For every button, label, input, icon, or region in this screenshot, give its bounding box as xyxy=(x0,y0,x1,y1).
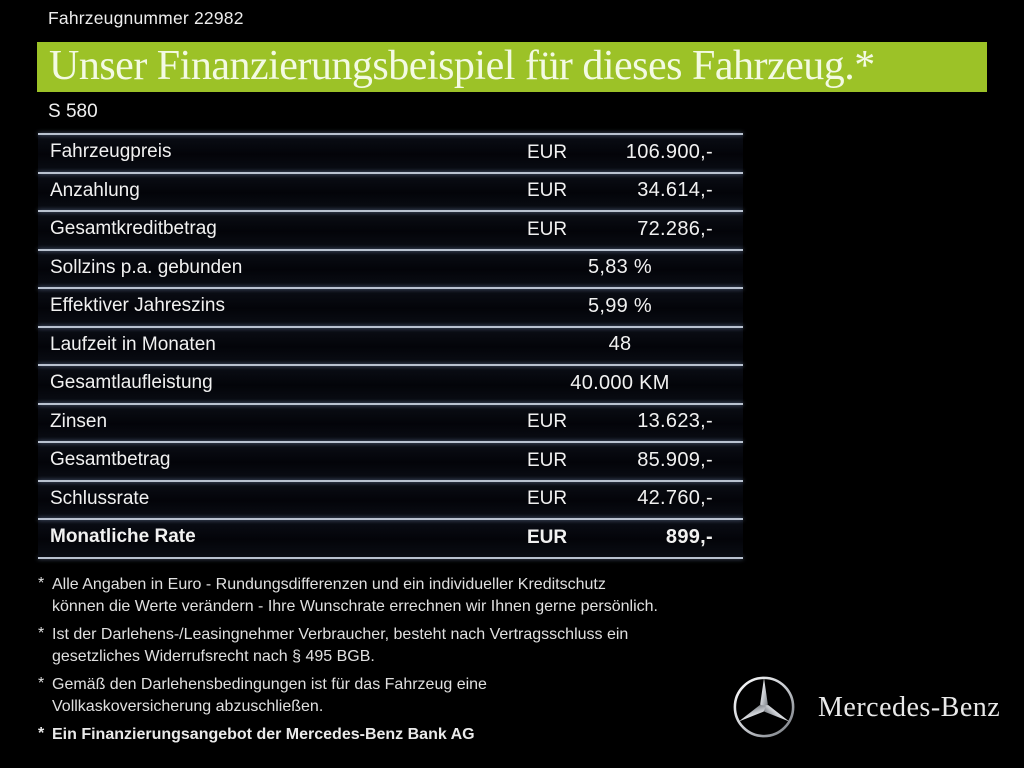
banner-title: Unser Finanzierungsbeispiel für dieses F… xyxy=(49,43,875,89)
row-label: Laufzeit in Monaten xyxy=(50,333,216,355)
currency-label: EUR xyxy=(527,449,568,471)
asterisk-marker: * xyxy=(38,675,45,692)
finance-table: Fahrzeugpreis EUR 106.900,- Anzahlung EU… xyxy=(38,133,743,559)
table-row: Anzahlung EUR 34.614,- xyxy=(38,171,743,210)
row-value: 72.286,- xyxy=(637,217,713,240)
row-label: Fahrzeugpreis xyxy=(50,141,172,163)
row-value: 42.760,- xyxy=(637,487,713,510)
footnote-item: * Gemäß den Darlehensbedingungen ist für… xyxy=(38,674,738,717)
footnote-text: Ist der Darlehens-/Leasingnehmer Verbrau… xyxy=(52,626,629,665)
row-value-area: EUR 106.900,- xyxy=(527,141,713,164)
footnotes: * Alle Angaben in Euro - Rundungsdiffere… xyxy=(38,574,738,753)
row-value-area: 48 xyxy=(527,333,713,356)
footnote-item: * Alle Angaben in Euro - Rundungsdiffere… xyxy=(38,574,738,617)
row-label: Effektiver Jahreszins xyxy=(50,295,225,317)
brand-wordmark: Mercedes-Benz xyxy=(818,692,1001,723)
row-value: 85.909,- xyxy=(637,448,713,471)
footnote-text: Alle Angaben in Euro - Rundungsdifferenz… xyxy=(52,576,658,615)
row-value-area: EUR 13.623,- xyxy=(527,410,713,433)
table-row: Monatliche Rate EUR 899,- xyxy=(38,518,743,557)
mercedes-star-icon xyxy=(733,676,795,738)
footnote-text: Ein Finanzierungsangebot der Mercedes-Be… xyxy=(52,726,475,743)
table-row: Fahrzeugpreis EUR 106.900,- xyxy=(38,133,743,172)
row-value: 106.900,- xyxy=(625,140,713,163)
row-value-area: EUR 34.614,- xyxy=(527,179,713,202)
currency-label: EUR xyxy=(527,141,568,163)
row-value-area: EUR 72.286,- xyxy=(527,218,713,241)
row-label: Gesamtkreditbetrag xyxy=(50,218,217,240)
row-value-area: EUR 42.760,- xyxy=(527,487,713,510)
row-value: 5,83 % xyxy=(587,256,653,279)
row-label: Sollzins p.a. gebunden xyxy=(50,256,243,278)
row-label: Schlussrate xyxy=(50,487,150,509)
row-value-area: 40.000 KM xyxy=(527,372,713,395)
table-row: Gesamtbetrag EUR 85.909,- xyxy=(38,441,743,480)
row-value-area: EUR 899,- xyxy=(527,526,713,549)
table-row: Gesamtlaufleistung 40.000 KM xyxy=(38,364,743,403)
vehicle-number: Fahrzeugnummer 22982 xyxy=(48,8,244,28)
table-row: Schlussrate EUR 42.760,- xyxy=(38,479,743,518)
row-value-area: 5,99 % xyxy=(527,295,713,318)
table-row: Gesamtkreditbetrag EUR 72.286,- xyxy=(38,210,743,249)
model-name: S 580 xyxy=(48,101,98,122)
table-row: Zinsen EUR 13.623,- xyxy=(38,402,743,441)
footnote-text: Gemäß den Darlehensbedingungen ist für d… xyxy=(52,676,487,715)
row-label: Anzahlung xyxy=(50,179,140,201)
row-label: Monatliche Rate xyxy=(50,526,196,548)
footnote-item: * Ein Finanzierungsangebot der Mercedes-… xyxy=(38,724,738,746)
row-value: 48 xyxy=(608,333,632,356)
asterisk-marker: * xyxy=(38,625,45,642)
currency-label: EUR xyxy=(527,488,568,510)
row-value: 34.614,- xyxy=(637,179,713,202)
currency-label: EUR xyxy=(527,411,568,433)
asterisk-marker: * xyxy=(38,575,45,592)
currency-label: EUR xyxy=(527,218,568,240)
brand-signature: Mercedes-Benz xyxy=(732,675,1000,739)
row-value: 5,99 % xyxy=(587,294,653,317)
row-label: Gesamtbetrag xyxy=(50,449,171,471)
row-label: Zinsen xyxy=(50,410,108,432)
row-value: 40.000 KM xyxy=(570,371,670,394)
row-value-area: EUR 85.909,- xyxy=(527,449,713,472)
table-row: Sollzins p.a. gebunden 5,83 % xyxy=(38,248,743,287)
footnote-item: * Ist der Darlehens-/Leasingnehmer Verbr… xyxy=(38,624,738,667)
currency-label: EUR xyxy=(527,526,568,548)
banner: Unser Finanzierungsbeispiel für dieses F… xyxy=(37,42,987,92)
asterisk-marker: * xyxy=(38,725,45,742)
currency-label: EUR xyxy=(527,180,568,202)
row-value-area: 5,83 % xyxy=(527,256,713,279)
row-value: 13.623,- xyxy=(637,410,713,433)
row-label: Gesamtlaufleistung xyxy=(50,372,213,394)
table-row: Laufzeit in Monaten 48 xyxy=(38,325,743,364)
table-row: Effektiver Jahreszins 5,99 % xyxy=(38,287,743,326)
row-value: 899,- xyxy=(665,525,713,548)
